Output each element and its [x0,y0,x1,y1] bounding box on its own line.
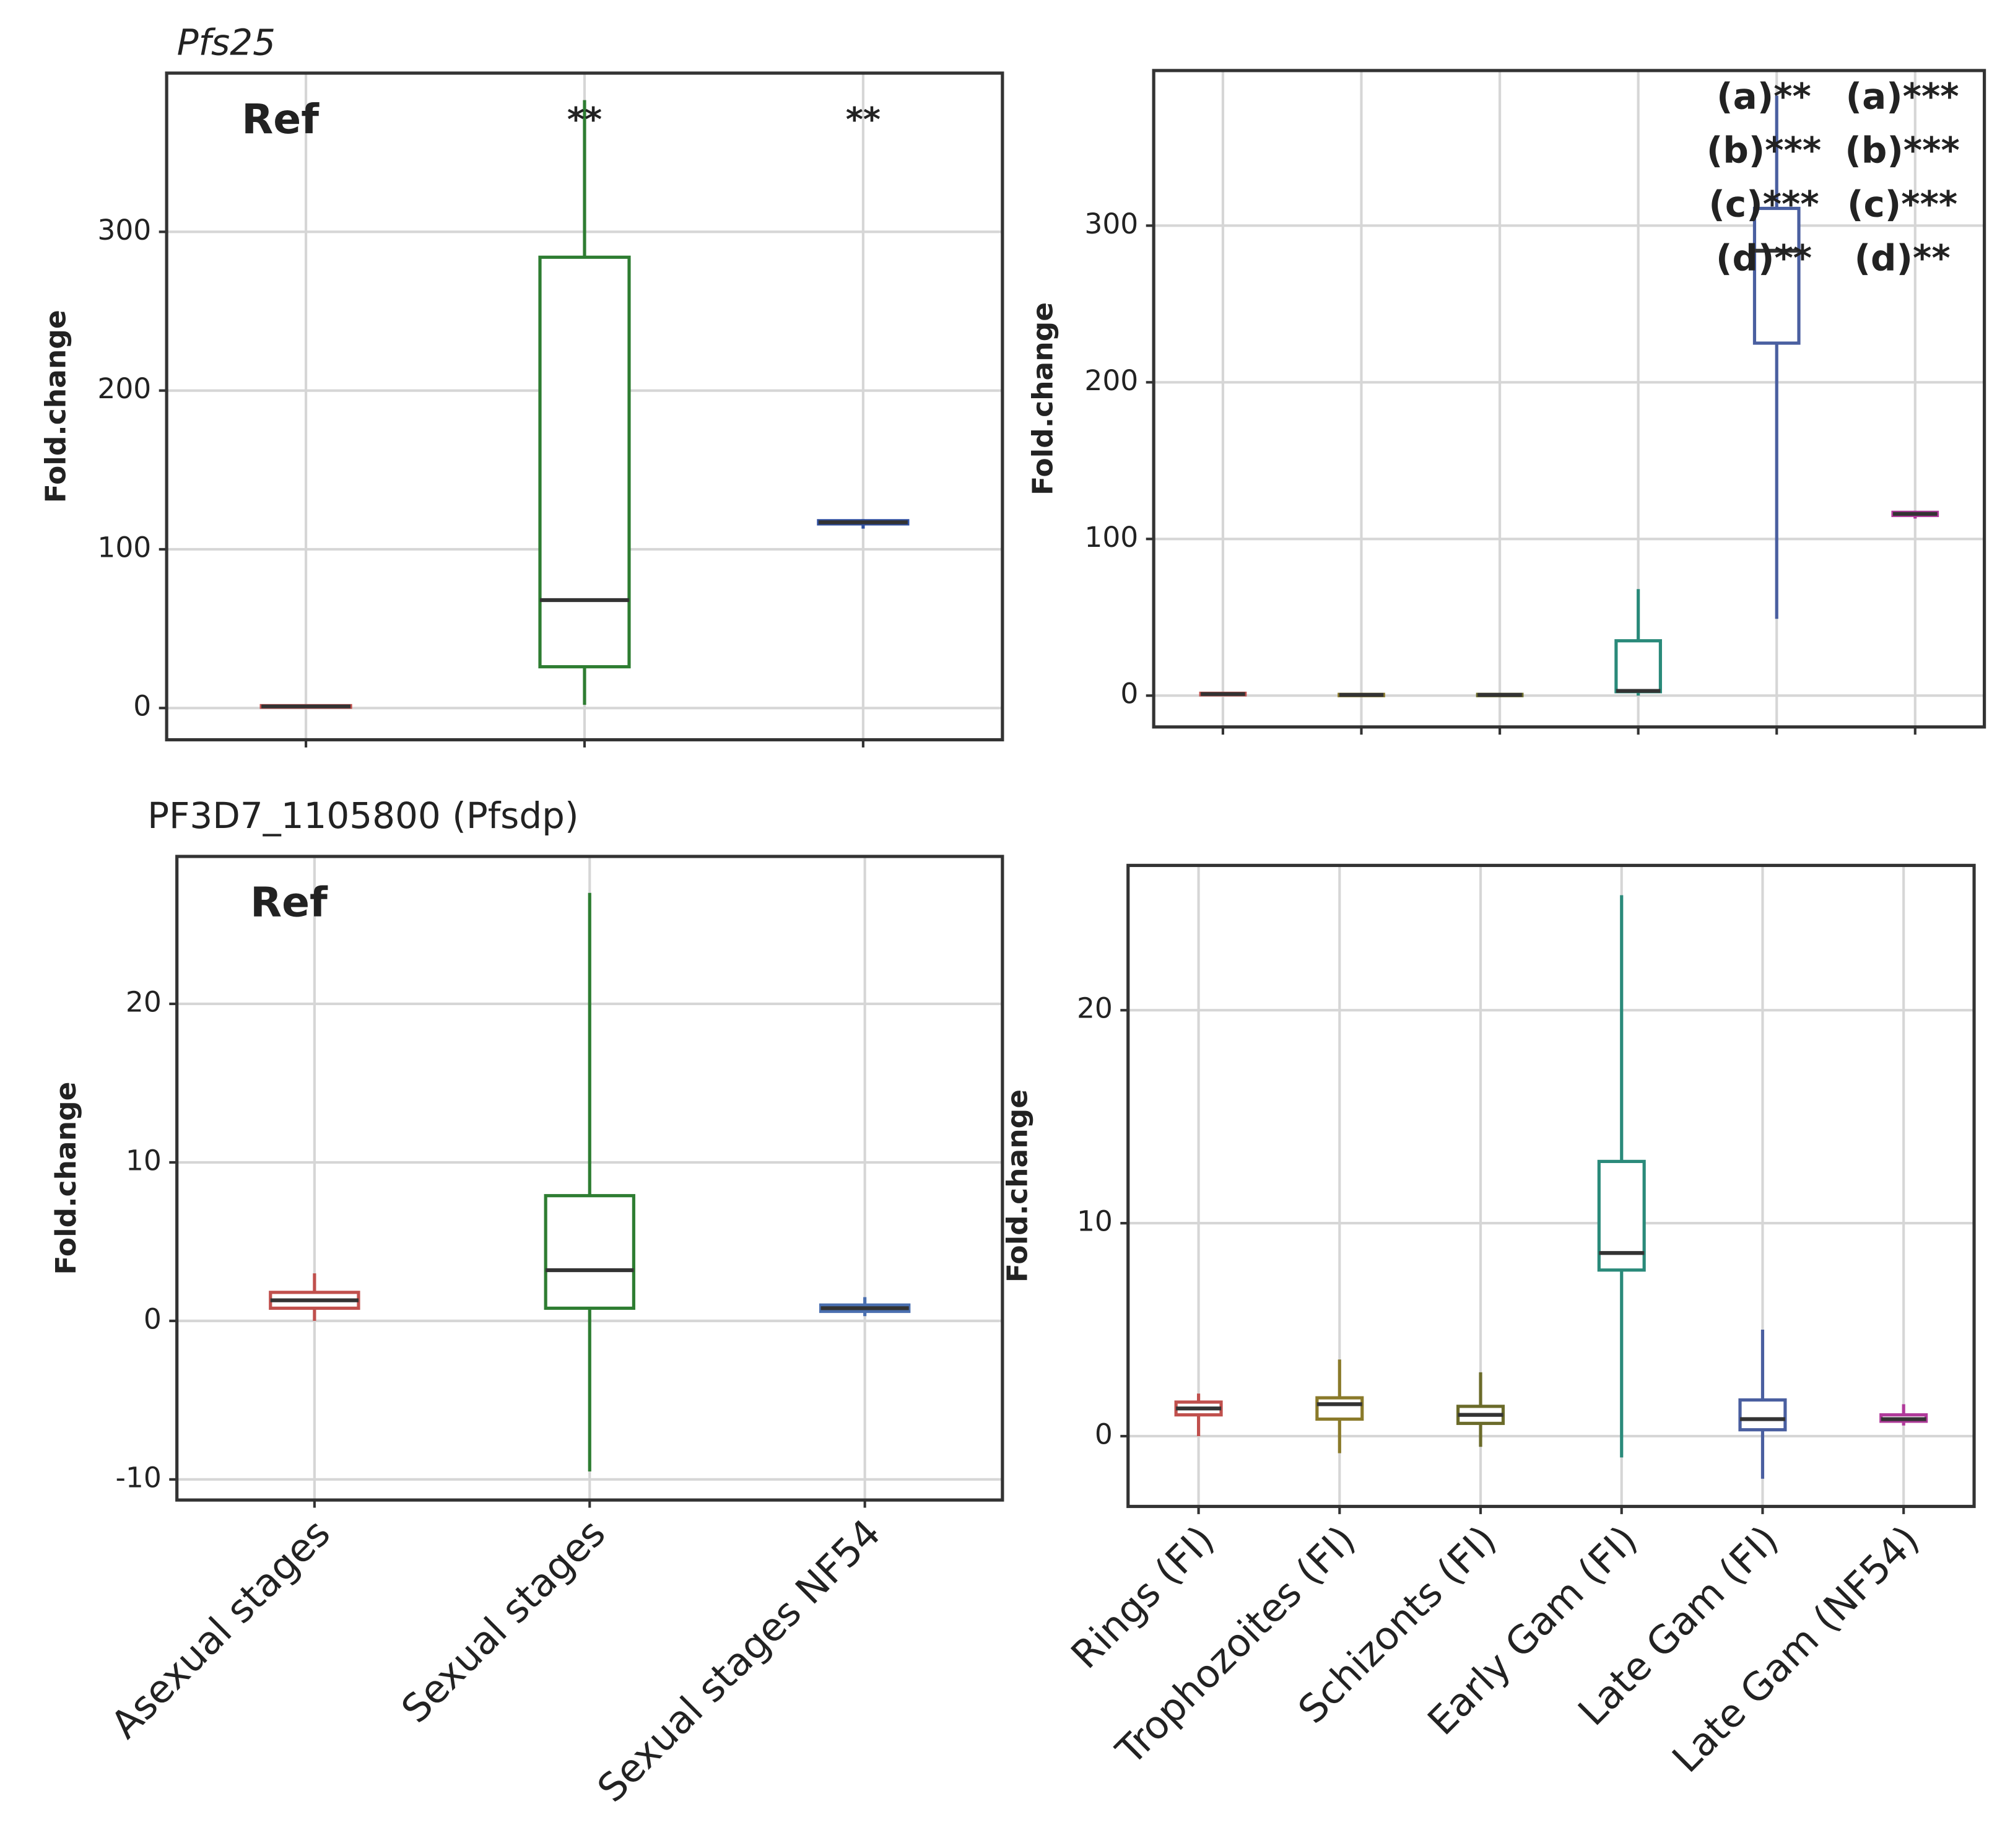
x-tick-label: Trophozoites (FI) [1107,1517,1364,1774]
y-axis-label: Fold.change [1027,302,1059,495]
y-axis-label: Fold.change [40,310,72,503]
annotation: (a)** [1716,76,1811,118]
annotation: (c)*** [1708,183,1819,225]
x-tick-label: Sexual stages NF54 [589,1510,889,1811]
annotation: ** [846,100,881,139]
panel-border [175,855,1004,1502]
box [1614,639,1663,694]
panel-border [1152,69,1986,729]
y-tick-label: 20 [126,985,162,1018]
y-tick-label: 0 [1095,1418,1113,1450]
annotation: (c)*** [1847,183,1957,225]
y-tick-label: 20 [1077,992,1113,1025]
box [1315,1396,1364,1421]
y-tick-label: 0 [144,1302,162,1335]
y-tick-label: 10 [1077,1205,1113,1238]
x-tick-label: Late Gam (NF54) [1663,1517,1928,1781]
annotation: ** [567,100,602,139]
annotation: (b)*** [1845,129,1959,171]
y-tick-label: 200 [1084,364,1138,397]
box [544,1194,635,1310]
y-tick-label: 200 [97,372,151,405]
box [538,255,631,669]
annotation: Ref [241,95,320,143]
y-tick-label: 300 [97,214,151,246]
panel [1154,70,1985,727]
annotation: Ref [250,879,328,926]
box [1752,206,1801,345]
y-tick-label: 100 [1084,521,1138,554]
y-axis-label: Fold.change [1001,1089,1033,1283]
panel-border [165,71,1004,742]
y-tick-label: 300 [1084,207,1138,240]
panel-border [1126,863,1976,1509]
y-tick-label: 0 [133,690,151,723]
x-tick-label: Sexual stages [393,1510,614,1732]
annotation: (a)*** [1846,76,1959,118]
panel-title: Pfs25 [177,22,276,64]
x-tick-label: Asexual stages [102,1510,339,1747]
annotation: (b)*** [1707,129,1821,171]
panel [1128,865,1975,1507]
box [1738,1398,1787,1432]
y-tick-label: -10 [115,1461,161,1494]
y-tick-label: 100 [97,531,151,564]
panel-title: PF3D7_1105800 (Pfsdp) [147,795,579,837]
annotation: (d)** [1855,237,1951,279]
y-tick-label: 10 [126,1144,162,1177]
annotation: (d)** [1716,237,1812,279]
y-tick-label: 0 [1120,678,1138,710]
y-axis-label: Fold.change [50,1081,82,1275]
